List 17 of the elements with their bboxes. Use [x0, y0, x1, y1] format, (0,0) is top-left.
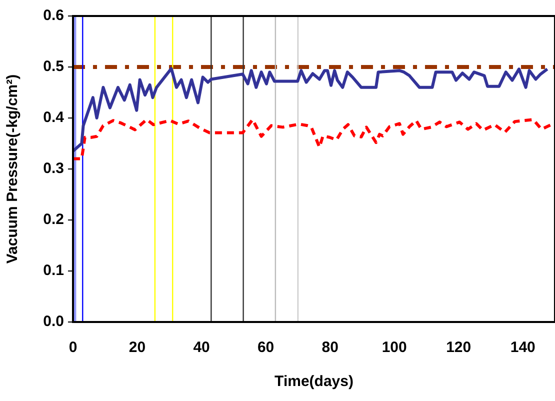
x-tick-label: 120 [446, 339, 472, 356]
y-tick-label: 0.6 [43, 7, 64, 24]
x-tick-label: 0 [68, 339, 78, 356]
y-tick-label: 0.4 [43, 109, 65, 126]
x-tick-label: 20 [128, 339, 146, 356]
x-axis-title: Time(days) [274, 373, 354, 390]
x-tick-label: 60 [257, 339, 274, 356]
y-tick-label: 0.1 [43, 262, 64, 280]
y-tick-label: 0.0 [43, 313, 64, 330]
x-tick-label: 40 [193, 339, 210, 356]
x-tick-label: 140 [510, 339, 536, 356]
y-axis-title: Vacuum Pressure(-kg/cm²) [4, 74, 22, 264]
y-tick-label: 0.3 [43, 160, 64, 178]
y-tick-label: 0.2 [43, 211, 64, 228]
x-tick-label: 100 [382, 339, 407, 356]
x-tick-label: 80 [322, 339, 338, 356]
y-tick-label: 0.5 [43, 58, 64, 76]
